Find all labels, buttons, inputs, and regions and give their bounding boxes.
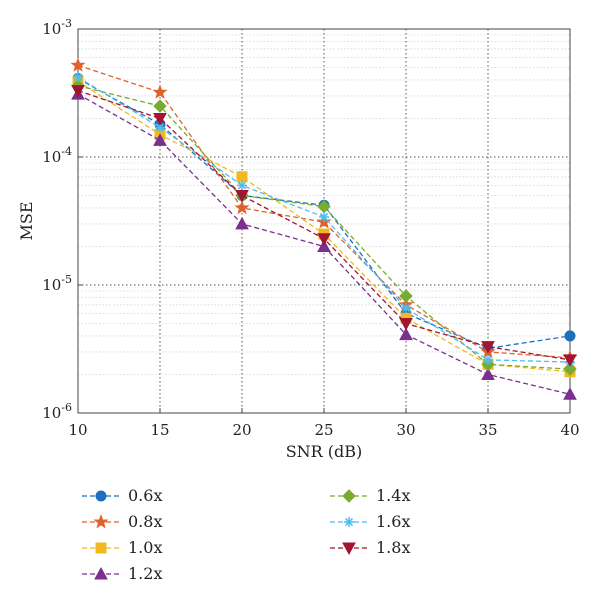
asterisk-stroke	[319, 212, 329, 222]
legend-label: 0.6x	[128, 486, 162, 505]
data-point	[564, 330, 576, 342]
data-point	[153, 133, 167, 146]
x-tick-label: 15	[150, 421, 169, 439]
data-point	[234, 200, 250, 215]
legend-item-1.8x: 1.8x	[330, 538, 410, 557]
legend-item-1.0x: 1.0x	[82, 538, 162, 557]
y-tick-label: 10-3	[42, 17, 72, 38]
legend-marker	[344, 517, 354, 527]
asterisk-stroke	[155, 123, 165, 132]
data-point	[563, 387, 577, 400]
data-point	[481, 367, 495, 380]
data-point	[317, 233, 331, 246]
data-point	[401, 303, 411, 314]
legend-marker	[342, 489, 356, 503]
data-point	[155, 122, 165, 133]
legend-marker	[93, 514, 109, 529]
x-tick-label: 20	[232, 421, 251, 439]
legend-marker	[95, 490, 107, 502]
series-line	[77, 85, 571, 370]
data-point	[235, 216, 249, 230]
asterisk-stroke	[483, 355, 493, 364]
data-point	[153, 99, 167, 113]
data-point	[481, 341, 495, 354]
asterisk-stroke	[401, 304, 411, 313]
asterisk-stroke	[344, 517, 354, 527]
asterisk-stroke	[73, 73, 83, 82]
x-tick-label: 25	[314, 421, 333, 439]
x-tick-label: 40	[560, 421, 579, 439]
legend-item-0.8x: 0.8x	[82, 512, 162, 531]
data-point	[319, 211, 329, 222]
series-1.2x	[71, 87, 577, 400]
legend-marker	[94, 566, 108, 580]
legend-marker	[342, 542, 356, 556]
x-tick-label: 35	[478, 421, 497, 439]
data-point	[236, 171, 248, 183]
x-axis-label: SNR (dB)	[286, 442, 363, 461]
legend-label: 0.8x	[128, 512, 162, 531]
data-point	[71, 85, 85, 98]
legend-item-1.4x: 1.4x	[330, 486, 410, 505]
y-axis-label: MSE	[17, 201, 36, 240]
legend-item-1.2x: 1.2x	[82, 564, 162, 583]
series-1.6x	[73, 72, 575, 368]
data-point	[399, 318, 413, 331]
legend-marker	[95, 542, 107, 554]
series-lines	[70, 57, 578, 400]
data-point	[152, 84, 168, 99]
y-tick-label: 10-4	[42, 145, 72, 166]
data-point	[317, 239, 331, 252]
legend-item-1.6x: 1.6x	[330, 512, 410, 531]
axis-ticks: 10 15 20 25 30 35 40 10-6 10-5 10-4 10-3	[42, 17, 579, 439]
legend-item-0.6x: 0.6x	[82, 486, 162, 505]
y-tick-label: 10-5	[42, 273, 72, 294]
data-point	[73, 72, 83, 83]
y-tick-label: 10-6	[42, 401, 72, 422]
x-tick-label: 30	[396, 421, 415, 439]
legend-label: 1.4x	[376, 486, 410, 505]
data-point	[235, 190, 249, 203]
legend-label: 1.0x	[128, 538, 162, 557]
asterisk-stroke	[237, 181, 247, 190]
legend-label: 1.6x	[376, 512, 410, 531]
data-point	[70, 57, 86, 72]
series-1.4x	[71, 79, 577, 376]
legend: 0.6x 0.8x 1.0x 1.2x 1.4x 1.6x 1.8x	[82, 486, 410, 583]
legend-label: 1.2x	[128, 564, 162, 583]
data-point	[563, 354, 577, 367]
series-line	[77, 80, 571, 373]
data-point	[237, 180, 247, 191]
data-point	[563, 362, 577, 376]
data-point	[399, 327, 413, 341]
data-point	[483, 354, 493, 365]
data-point	[399, 289, 413, 303]
x-tick-label: 10	[68, 421, 87, 439]
series-1.8x	[71, 85, 577, 367]
legend-label: 1.8x	[376, 538, 410, 557]
data-point	[153, 112, 167, 126]
